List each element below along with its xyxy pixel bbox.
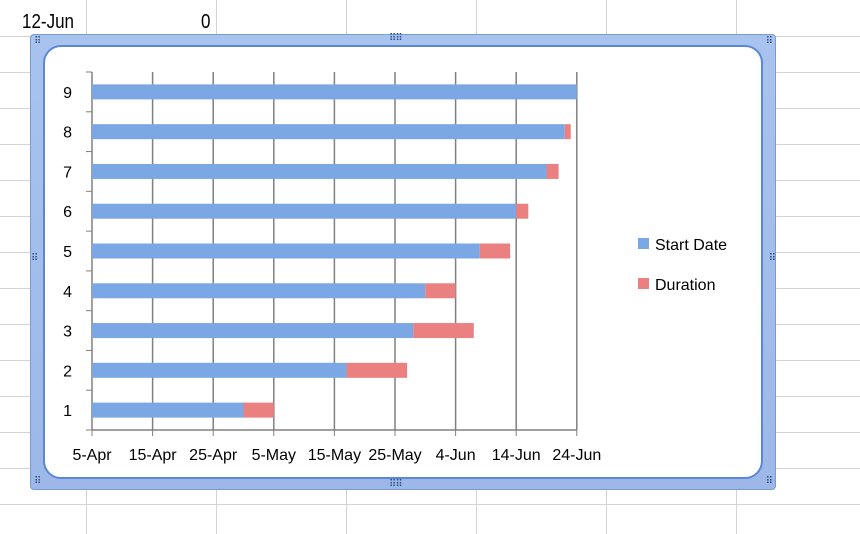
- y-tick-label: 4: [63, 284, 72, 301]
- y-tick-label: 6: [63, 204, 72, 221]
- bar-start-date: [92, 243, 480, 259]
- bar-start-date: [92, 163, 547, 179]
- cell-b1[interactable]: 0: [201, 11, 211, 33]
- bar-start-date: [92, 402, 244, 418]
- legend-label: Start Date: [655, 237, 727, 254]
- x-tick-label: 14-Jun: [492, 447, 541, 464]
- bar-start-date: [92, 84, 577, 100]
- bar-duration: [346, 362, 408, 378]
- legend-swatch: [638, 278, 649, 289]
- resize-handle-bottom-icon[interactable]: ⠿⠿: [389, 479, 403, 490]
- resize-handle-top-right-icon[interactable]: ⠿: [765, 36, 773, 47]
- x-tick-label: 24-Jun: [552, 447, 601, 464]
- bar-duration: [546, 163, 559, 179]
- bar-duration: [413, 323, 474, 339]
- bar-start-date: [92, 323, 414, 339]
- row-divider: [0, 504, 860, 505]
- x-tick-label: 25-May: [368, 447, 421, 464]
- bar-start-date: [92, 362, 347, 378]
- y-tick-label: 7: [63, 164, 72, 181]
- x-tick-label: 5-May: [252, 447, 296, 464]
- bar-duration: [564, 124, 571, 140]
- resize-handle-bottom-left-icon[interactable]: ⠿: [34, 476, 41, 487]
- cell-a1[interactable]: 12-Jun: [22, 11, 74, 33]
- resize-handle-bottom-right-icon[interactable]: ⠿: [765, 476, 773, 487]
- y-tick-label: 2: [63, 363, 72, 380]
- legend-swatch: [638, 238, 649, 249]
- resize-handle-top-left-icon[interactable]: ⠿: [34, 36, 41, 47]
- y-tick-label: 9: [63, 85, 72, 102]
- bar-duration: [425, 283, 456, 299]
- x-tick-label: 4-Jun: [436, 447, 476, 464]
- x-tick-label: 15-May: [308, 447, 361, 464]
- resize-handle-top-icon[interactable]: ⠿⠿: [389, 33, 403, 44]
- y-tick-label: 5: [63, 244, 72, 261]
- bar-duration: [243, 402, 274, 418]
- x-tick-label: 25-Apr: [189, 447, 238, 464]
- x-tick-label: 5-Apr: [72, 447, 112, 464]
- y-tick-label: 8: [63, 125, 72, 142]
- x-tick-label: 15-Apr: [129, 447, 178, 464]
- bar-duration: [516, 203, 529, 219]
- resize-handle-left-icon[interactable]: ⠿: [31, 253, 38, 264]
- bar-start-date: [92, 203, 517, 219]
- legend-label: Duration: [655, 277, 715, 294]
- y-tick-label: 3: [63, 324, 72, 341]
- resize-handle-right-icon[interactable]: ⠿: [768, 253, 776, 264]
- bar-start-date: [92, 124, 565, 140]
- bar-start-date: [92, 283, 426, 299]
- bar-duration: [479, 243, 511, 259]
- y-tick-label: 1: [63, 403, 72, 420]
